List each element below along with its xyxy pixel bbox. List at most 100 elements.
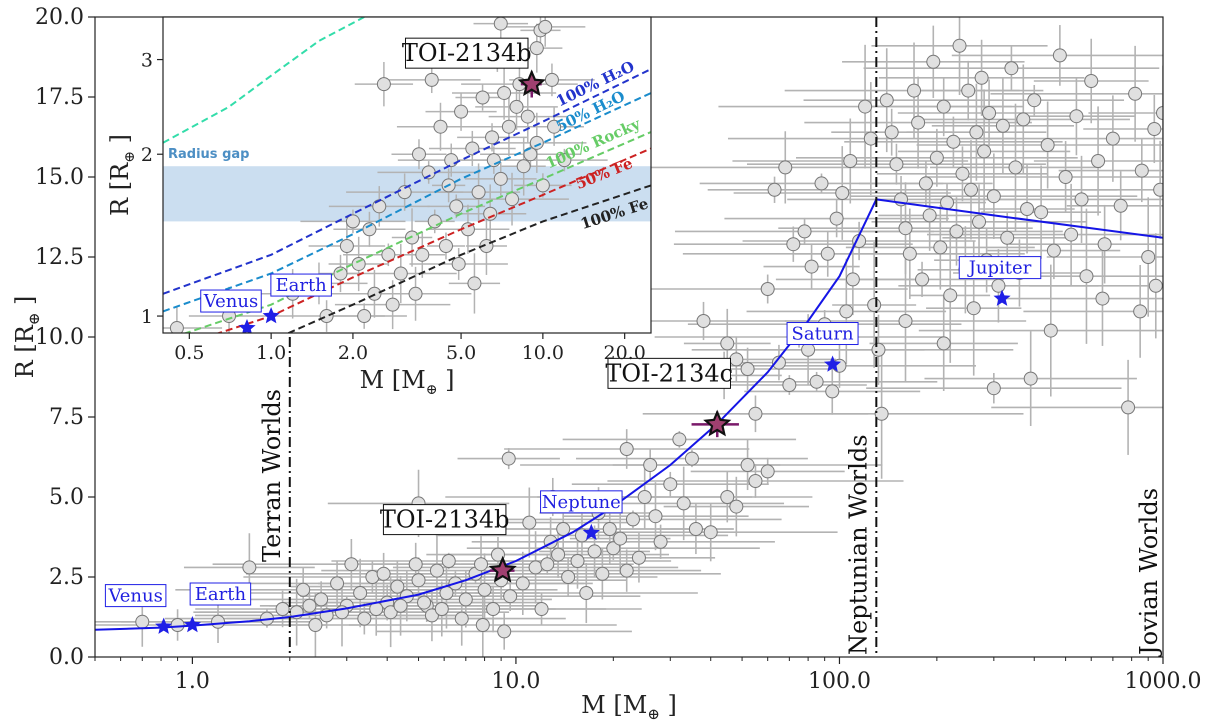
jovian-worlds-label: Jovian Worlds (1135, 488, 1163, 658)
exoplanet-point (760, 282, 775, 296)
exoplanet-point (314, 592, 329, 607)
exoplanet-point (995, 118, 1010, 133)
exoplanet-point (874, 406, 889, 421)
exoplanet-point (879, 93, 894, 108)
exoplanet-point (357, 611, 372, 626)
exoplanet-point (1064, 227, 1079, 242)
exoplanet-point (1008, 160, 1023, 175)
exoplanet-point (969, 125, 984, 140)
exoplanet-point (720, 490, 735, 504)
y-tick-label: 15.0 (35, 165, 84, 190)
exoplanet-point (672, 432, 687, 447)
composition-curve (163, 68, 651, 295)
exoplanet-point (955, 166, 970, 181)
inset-exoplanet-point (351, 256, 366, 271)
exoplanet-point (825, 384, 840, 399)
inset-solar-system-star (262, 307, 280, 324)
exoplanet-point (801, 342, 816, 357)
exoplanet-point (474, 557, 489, 572)
inset-exoplanet-point (493, 171, 508, 186)
exoplanet-point (676, 496, 691, 511)
exoplanet-point (922, 208, 937, 223)
exoplanet-point (982, 106, 997, 120)
exoplanet-point (952, 38, 967, 53)
exoplanet-point (579, 586, 594, 600)
exoplanet-point (839, 304, 854, 319)
exoplanet-point (684, 451, 699, 466)
exoplanet-point (643, 458, 658, 472)
exoplanet-point (1153, 182, 1163, 197)
y-axis-label: R [R⊕ ] (11, 296, 43, 379)
solar-system-star (183, 616, 201, 633)
toi-label-box (607, 357, 731, 389)
exoplanet-point (720, 336, 735, 351)
exoplanet-point (940, 195, 955, 210)
exoplanet-point (974, 70, 989, 85)
exoplanet-point (619, 442, 634, 456)
inset-y-axis-label: R [R⊕ ] (106, 134, 138, 216)
exoplanet-point (1095, 291, 1110, 306)
inset-exoplanet-point (385, 297, 400, 312)
exoplanet-point (275, 602, 290, 616)
inset-x-tick-label: 5.0 (446, 342, 476, 364)
exoplanet-point (429, 563, 444, 578)
exoplanet-point (522, 515, 537, 530)
exoplanet-point (376, 566, 391, 581)
x-tick-label: 1000.0 (1125, 669, 1202, 694)
exoplanet-point (561, 570, 576, 584)
exoplanet-point (441, 554, 456, 568)
solar-system-label-box (104, 584, 167, 608)
exoplanet-point (556, 522, 571, 536)
exoplanet-point (936, 99, 951, 114)
exoplanet-point (1141, 250, 1156, 264)
exoplanet-point (653, 534, 668, 549)
exoplanet-point (898, 314, 913, 328)
solar-system-label-box (540, 490, 623, 514)
exoplanet-point (308, 618, 323, 632)
inset-exoplanet-point (547, 119, 562, 134)
exoplanet-point (648, 509, 663, 524)
solar-system-star (155, 617, 173, 634)
terran-worlds-label: Terran Worlds (258, 389, 286, 562)
exoplanet-point (961, 83, 976, 98)
exoplanet-point (1074, 192, 1089, 207)
exoplanet-point (631, 550, 646, 565)
inset-exoplanet-point (465, 141, 480, 156)
exoplanet-point (411, 573, 426, 588)
exoplanet-point (1105, 131, 1120, 146)
exoplanet-point (797, 224, 812, 239)
inset-exoplanet-point (493, 17, 508, 31)
exoplanet-point (477, 582, 492, 597)
exoplanet-point (748, 406, 763, 421)
inset-exoplanet-point (454, 104, 469, 119)
inset-y-tick-label: 1 (141, 306, 153, 328)
x-tick-label: 1.0 (175, 669, 210, 694)
inset-exoplanet-point (339, 238, 354, 253)
radius-gap-label: Radius gap (168, 147, 249, 162)
exoplanet-point (353, 586, 368, 600)
y-tick-label: 2.5 (49, 565, 84, 590)
exoplanet-point (986, 381, 1001, 396)
inset-exoplanet-point (557, 153, 572, 168)
composition-curve (215, 147, 651, 333)
inset-y-tick-label: 3 (141, 50, 153, 72)
exoplanet-point (696, 314, 711, 328)
exoplanet-point (475, 618, 490, 632)
inset-exoplanet-point (467, 276, 482, 291)
exoplanet-point (490, 547, 505, 562)
solar-system-label: Saturn (792, 324, 854, 345)
exoplanet-point (1043, 323, 1058, 338)
inset-toi-label-box (404, 37, 529, 69)
inset-toi-star (517, 69, 546, 97)
inset-exoplanet-point (411, 147, 426, 162)
y-tick-label: 5.0 (49, 485, 84, 510)
inset-exoplanet-point (544, 72, 559, 87)
exoplanet-point (587, 544, 602, 559)
inset-exoplanet-point (345, 214, 360, 229)
exoplanet-point (534, 602, 549, 616)
inset-exoplanet-point (169, 321, 184, 333)
exoplanet-point (390, 579, 405, 594)
inset-solar-system-label: Earth (275, 275, 327, 296)
exoplanet-point (211, 614, 226, 629)
exoplanet-point (858, 99, 873, 114)
